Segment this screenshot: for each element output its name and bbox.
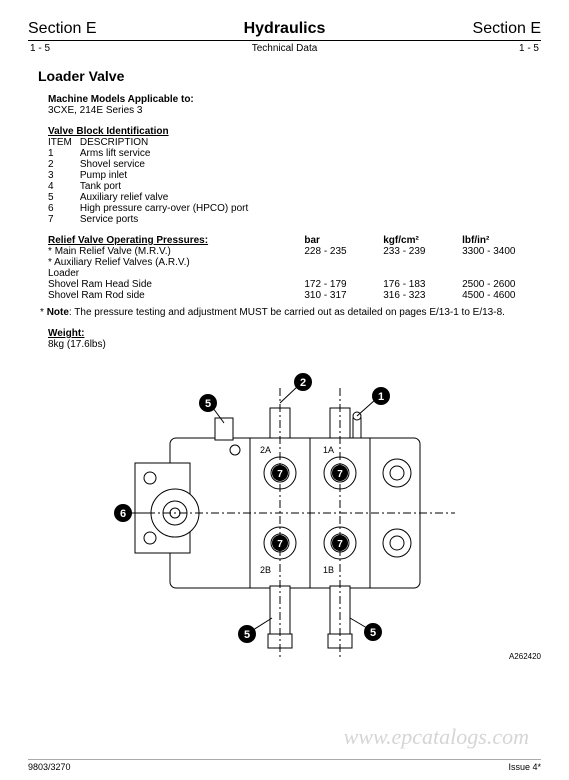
valve-items-table: ITEM DESCRIPTION 1Arms lift service 2Sho…: [48, 137, 256, 225]
callout: 7: [277, 539, 283, 550]
row-name: Auxiliary Relief Valves (A.R.V.): [54, 257, 190, 268]
row-star: *: [48, 257, 52, 268]
callout: 5: [204, 398, 210, 410]
callout: 7: [337, 539, 343, 550]
header-mid: Hydraulics: [244, 20, 326, 38]
page-subheader: 1 - 5 Technical Data 1 - 5: [28, 43, 541, 54]
models-block: Machine Models Applicable to: 3CXE, 214E…: [48, 94, 541, 116]
pressures-label: Relief Valve Operating Pressures:: [48, 235, 208, 246]
row-lbf: 3300 - 3400: [462, 246, 541, 257]
col-item: ITEM: [48, 137, 80, 148]
item-d: High pressure carry-over (HPCO) port: [80, 203, 256, 214]
callout: 5: [369, 627, 375, 639]
note-star: *: [40, 307, 44, 318]
port-label: 2A: [260, 445, 271, 455]
item-n: 3: [48, 170, 80, 181]
row-name: Loader: [48, 268, 304, 279]
subheader-mid: Technical Data: [252, 43, 318, 54]
callout: 6: [119, 508, 125, 520]
row-lbf: 2500 - 2600: [462, 279, 541, 290]
item-d: Arms lift service: [80, 148, 256, 159]
row-name: Shovel Ram Rod side: [48, 290, 304, 301]
col-desc: DESCRIPTION: [80, 137, 256, 148]
item-n: 1: [48, 148, 80, 159]
port-label: 2B: [260, 565, 271, 575]
valve-svg: 2A 1A 2B 1B 2 1 5 5 5: [75, 368, 495, 658]
page-title: Loader Valve: [38, 68, 541, 84]
table-row: Shovel Ram Rod side 310 - 317 316 - 323 …: [48, 290, 541, 301]
row-bar: [304, 257, 383, 268]
item-d: Auxiliary relief valve: [80, 192, 256, 203]
row-lbf: [462, 257, 541, 268]
col-kgf: kgf/cm²: [383, 235, 462, 246]
header-right: Section E: [473, 20, 541, 38]
item-n: 2: [48, 159, 80, 170]
subheader-right: 1 - 5: [519, 43, 539, 54]
item-d: Service ports: [80, 214, 256, 225]
table-row: * Auxiliary Relief Valves (A.R.V.): [48, 257, 541, 268]
port-label: 1B: [323, 565, 334, 575]
row-bar: 310 - 317: [304, 290, 383, 301]
weight-label: Weight:: [48, 328, 541, 339]
footer-right: Issue 4*: [508, 762, 541, 772]
watermark: www.epcatalogs.com: [344, 724, 529, 750]
page-footer: 9803/3270 Issue 4*: [28, 759, 541, 772]
models-value: 3CXE, 214E Series 3: [48, 105, 541, 116]
row-name: Main Relief Valve (M.R.V.): [55, 246, 171, 257]
row-kgf: 176 - 183: [383, 279, 462, 290]
item-n: 5: [48, 192, 80, 203]
item-d: Shovel service: [80, 159, 256, 170]
row-kgf: 233 - 239: [383, 246, 462, 257]
note-block: * Note: The pressure testing and adjustm…: [40, 307, 541, 318]
pressures-table: Relief Valve Operating Pressures: bar kg…: [48, 235, 541, 301]
col-lbf: lbf/in²: [462, 235, 541, 246]
page-header: Section E Hydraulics Section E: [28, 20, 541, 41]
weight-block: Weight: 8kg (17.6lbs): [48, 328, 541, 350]
item-n: 7: [48, 214, 80, 225]
row-lbf: 4500 - 4600: [462, 290, 541, 301]
callout: 7: [277, 469, 283, 480]
item-n: 4: [48, 181, 80, 192]
footer-left: 9803/3270: [28, 762, 71, 772]
row-name: Shovel Ram Head Side: [48, 279, 304, 290]
valve-block: Valve Block Identification ITEM DESCRIPT…: [48, 126, 541, 225]
col-bar: bar: [304, 235, 383, 246]
callout: 5: [243, 629, 249, 641]
header-left: Section E: [28, 20, 96, 38]
pressures-block: Relief Valve Operating Pressures: bar kg…: [48, 235, 541, 301]
valve-diagram: 2A 1A 2B 1B 2 1 5 5 5: [28, 368, 541, 661]
callout: 2: [299, 377, 305, 389]
table-row: Shovel Ram Head Side 172 - 179 176 - 183…: [48, 279, 541, 290]
row-star: *: [48, 246, 52, 257]
note-text: : The pressure testing and adjustment MU…: [69, 307, 505, 318]
table-row: Loader: [48, 268, 541, 279]
diagram-code: A262420: [509, 652, 541, 661]
port-label: 1A: [323, 445, 334, 455]
item-d: Pump inlet: [80, 170, 256, 181]
item-d: Tank port: [80, 181, 256, 192]
note-label: Note: [47, 307, 69, 318]
weight-value: 8kg (17.6lbs): [48, 339, 541, 350]
item-n: 6: [48, 203, 80, 214]
row-kgf: 316 - 323: [383, 290, 462, 301]
subheader-left: 1 - 5: [30, 43, 50, 54]
callout: 7: [337, 469, 343, 480]
row-bar: 228 - 235: [304, 246, 383, 257]
row-bar: 172 - 179: [304, 279, 383, 290]
table-row: * Main Relief Valve (M.R.V.) 228 - 235 2…: [48, 246, 541, 257]
callout: 1: [377, 391, 383, 403]
row-kgf: [383, 257, 462, 268]
valve-block-label: Valve Block Identification: [48, 126, 541, 137]
models-label: Machine Models Applicable to:: [48, 94, 541, 105]
